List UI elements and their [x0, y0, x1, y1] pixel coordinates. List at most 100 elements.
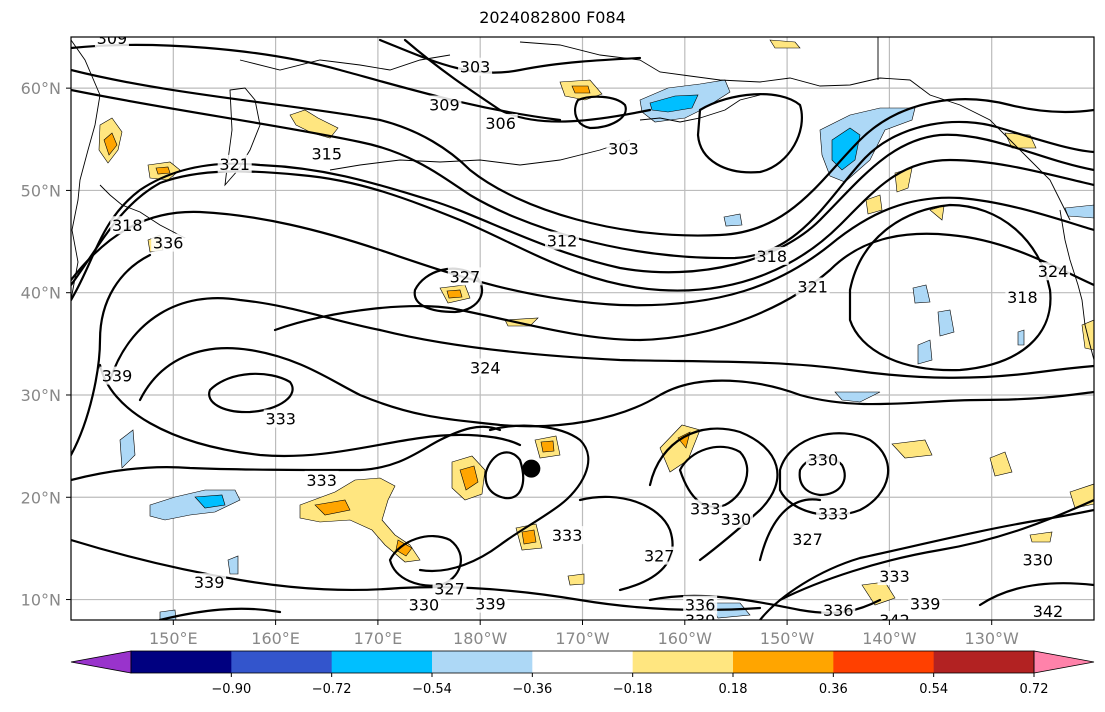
longitude-label: 150°E: [149, 629, 198, 648]
negative-anomaly-core: [194, 494, 226, 509]
colorbar-extension-high: [1033, 650, 1095, 674]
contour-330: [208, 372, 294, 414]
positive-anomaly-patch: [769, 39, 801, 49]
positive-anomaly-core: [571, 85, 591, 94]
contour-309: [71, 43, 562, 122]
negative-anomaly-patch: [227, 555, 239, 575]
colorbar-segment: [933, 651, 1035, 673]
contour-label-background: [642, 546, 677, 565]
contour-333f: [758, 508, 1094, 620]
negative-anomaly-patch: [834, 391, 881, 403]
contour-label: 327: [644, 547, 675, 566]
negative-anomaly-patch: [917, 339, 933, 365]
contour-label: 336: [685, 596, 716, 615]
contour-label-background: [1030, 601, 1065, 620]
contour-339: [71, 253, 152, 457]
contour-339b: [98, 363, 522, 458]
contour-label-background: [821, 600, 856, 619]
contour-label-background: [877, 611, 912, 620]
contour-label-background: [468, 358, 503, 377]
colorbar-segment: [131, 651, 232, 673]
contour-318b: [848, 203, 1052, 372]
contour-333: [108, 297, 1094, 382]
contour-label: 339: [910, 595, 941, 614]
colorbar-tick-label: −0.54: [412, 682, 452, 697]
colorbar-extension-low: [70, 650, 132, 674]
contour-label: 324: [470, 358, 501, 377]
longitude-label: 150°W: [760, 629, 815, 648]
positive-anomaly-patch: [289, 109, 339, 139]
contour-label: 324: [1038, 262, 1069, 281]
colorbar-segment: [632, 651, 734, 673]
latitude-label: 20°N: [21, 488, 61, 507]
contour-303b: [574, 95, 627, 130]
contour-312a: [71, 68, 1094, 237]
longitude-label: 160°E: [251, 629, 300, 648]
colorbar-segment: [733, 651, 834, 673]
contour-label-background: [683, 611, 718, 620]
negative-anomaly-patch: [723, 213, 743, 227]
colorbar-tick-label: −0.72: [312, 682, 352, 697]
contour-label-background: [110, 216, 145, 235]
colorbar-segment: [432, 651, 533, 673]
positive-anomaly-patch: [1029, 531, 1053, 543]
negative-anomaly-patch: [937, 309, 955, 337]
colorbar-outline: [130, 650, 1035, 674]
contour-label: 339: [102, 367, 133, 386]
contour-label-background: [1036, 262, 1071, 281]
contour-327b: [413, 267, 484, 314]
contour-label-background: [908, 594, 943, 613]
contour-label-background: [432, 579, 467, 598]
latitude-label: 40°N: [21, 284, 61, 303]
longitude-label: 140°W: [862, 629, 917, 648]
kamchatka-coast: [71, 39, 101, 301]
colorbar-tick-label: 0.54: [919, 682, 948, 697]
contour-label-background: [483, 113, 518, 132]
contour-label-background: [151, 233, 186, 252]
contour-333c: [418, 424, 590, 573]
contour-339c: [71, 538, 762, 612]
colorbar-segment: [532, 651, 634, 673]
contour-303: [378, 38, 642, 74]
contour-342: [978, 582, 1094, 607]
contour-label: 312: [547, 232, 578, 251]
contour-327: [273, 232, 1094, 342]
contour-label-background: [427, 95, 462, 114]
positive-anomaly-patch: [865, 194, 883, 215]
contour-label-background: [545, 231, 580, 250]
contour-324: [71, 196, 1094, 307]
positive-anomaly-core: [459, 465, 479, 491]
siberia-coast: [239, 54, 451, 71]
contour-label-background: [805, 450, 840, 469]
contour-label: 333: [306, 471, 337, 490]
kuril-islands: [99, 184, 186, 239]
negative-anomaly-patch: [912, 284, 931, 304]
colorbar-tick-label: 0.72: [1020, 682, 1049, 697]
contour-label: 333: [265, 410, 296, 429]
negative-anomaly-core: [831, 127, 861, 171]
contour-label-background: [688, 499, 723, 518]
colorbar-tick-label: 0.18: [719, 682, 748, 697]
positive-anomaly-patch: [861, 581, 896, 606]
contour-label-background: [473, 594, 508, 613]
positive-anomaly-patch: [567, 573, 585, 586]
contour-336c: [158, 607, 282, 620]
map-title: 2024082800 F084: [479, 8, 626, 27]
colorbar-segment: [231, 651, 333, 673]
contour-label: 327: [434, 579, 465, 598]
storm-center-marker: [522, 459, 541, 478]
colorbar-segment: [331, 651, 433, 673]
contour-label-background: [877, 567, 912, 586]
longitude-label: 180°W: [453, 629, 508, 648]
contour-306: [403, 38, 652, 123]
contour-label: 309: [97, 29, 128, 48]
contour-label: 318: [112, 216, 143, 235]
contour-label: 327: [792, 530, 823, 549]
contour-label: 306: [485, 114, 516, 133]
positive-anomaly-patch: [989, 451, 1013, 477]
contour-label-background: [606, 139, 641, 158]
contour-lines: [71, 38, 1094, 620]
longitude-label: 170°W: [555, 629, 610, 648]
contour-label-background: [458, 57, 493, 76]
negative-anomaly-patch: [1017, 329, 1025, 346]
